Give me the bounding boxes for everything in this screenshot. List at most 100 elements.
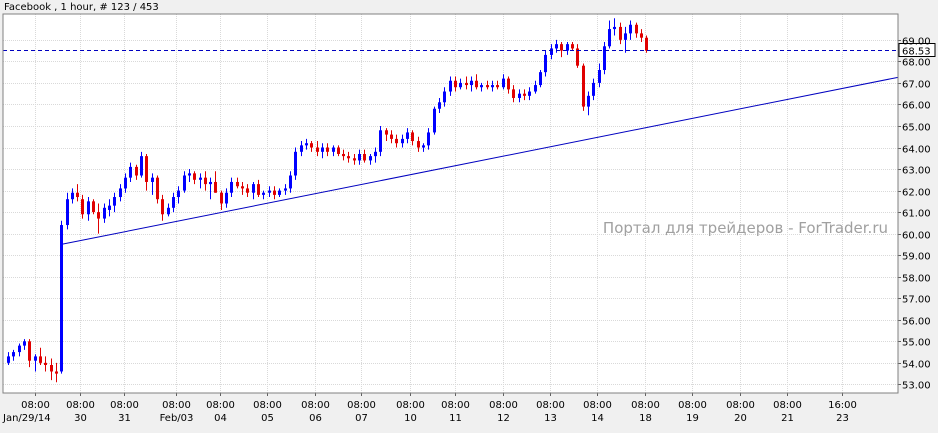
candle-body (97, 212, 100, 219)
candle-body (539, 72, 542, 86)
candle (103, 203, 106, 223)
candle (124, 173, 127, 193)
candle-body (76, 192, 79, 198)
candle-body (124, 177, 127, 189)
candle (214, 171, 217, 193)
candle-body (257, 184, 260, 195)
candle-body (629, 24, 632, 34)
candle (486, 80, 489, 90)
x-tick-time: 08:00 (347, 400, 376, 411)
candle-body (507, 78, 510, 90)
candle (326, 143, 329, 157)
candle (135, 164, 138, 180)
candle-body (496, 85, 499, 88)
candle (177, 186, 180, 204)
candle (172, 192, 175, 213)
candle (395, 134, 398, 148)
candle (454, 76, 457, 92)
candle (512, 85, 515, 103)
candle (449, 76, 452, 96)
candle-body (401, 138, 404, 144)
candle-body (417, 141, 420, 148)
candle-body (23, 341, 26, 346)
candle-body (66, 199, 69, 226)
candle (55, 362, 58, 383)
candle (427, 128, 430, 150)
candle-body (411, 132, 414, 142)
candle-body (544, 54, 547, 73)
candle-body (129, 166, 132, 178)
x-tick-time: 08:00 (726, 400, 755, 411)
candle (502, 74, 505, 90)
candle-body (39, 356, 42, 363)
candle (167, 203, 170, 217)
candle (374, 147, 377, 163)
y-tick-label: 67.00 (902, 80, 931, 91)
candle-body (140, 156, 143, 176)
candle-body (454, 80, 457, 88)
x-tick-date: 21 (781, 413, 794, 424)
candle-body (34, 356, 37, 361)
x-axis: 08:00 Jan/29/14 08:00 30 08:00 31 08:00 Feb/03 0… (2, 393, 857, 424)
candle-body (135, 166, 138, 176)
candle-body (300, 145, 303, 152)
candle-body (92, 201, 95, 213)
candle-body (204, 177, 207, 185)
candle-body (433, 108, 436, 133)
candle-body (294, 151, 297, 176)
candle-body (369, 156, 372, 161)
candle-body (50, 365, 53, 372)
candle-body (199, 177, 202, 180)
candle-body (161, 199, 164, 215)
candle-body (502, 78, 505, 88)
candle (587, 91, 590, 116)
candle-body (337, 147, 340, 154)
candle-body (55, 371, 58, 374)
candle-body (385, 130, 388, 135)
candle-body (326, 147, 329, 152)
y-tick-label: 57.00 (902, 295, 931, 306)
x-tick-time: 08:00 (536, 400, 565, 411)
candle (544, 50, 547, 77)
candle-body (71, 192, 74, 200)
candle-body (151, 177, 154, 182)
candle-body (587, 95, 590, 107)
candle-body (262, 192, 265, 195)
candle-body (177, 190, 180, 198)
candle (305, 138, 308, 150)
candle (507, 76, 510, 94)
candle (87, 197, 90, 221)
x-tick-time: 08:00 (583, 400, 612, 411)
candle-body (560, 44, 563, 51)
x-tick-date: 12 (497, 413, 510, 424)
x-tick-date: 14 (591, 413, 604, 424)
candle (539, 69, 542, 88)
x-tick-date: 30 (74, 413, 87, 424)
y-axis: 53.00 54.00 55.00 56.00 57.00 58.00 59.00 60.00… (898, 37, 931, 392)
candle (369, 153, 372, 165)
candle (44, 356, 47, 372)
x-tick-date: 13 (544, 413, 557, 424)
candle (645, 35, 648, 53)
y-tick-label: 68.00 (902, 58, 931, 69)
x-tick-time: 08:00 (66, 400, 95, 411)
trendline (61, 76, 899, 245)
x-tick-date: Feb/03 (160, 413, 194, 424)
x-tick-time: 08:00 (162, 400, 191, 411)
candle (640, 29, 643, 42)
y-tick-label: 69.00 (902, 37, 931, 48)
candle (97, 203, 100, 234)
candle (39, 347, 42, 366)
candle (411, 130, 414, 146)
y-tick-label: 61.00 (902, 209, 931, 220)
x-tick-time: 08:00 (441, 400, 470, 411)
x-tick-time: 08:00 (631, 400, 660, 411)
candle-body (305, 143, 308, 146)
candle (236, 177, 239, 189)
candle-body (645, 37, 648, 51)
candle (60, 220, 63, 374)
candle (204, 171, 207, 191)
candle (278, 188, 281, 198)
candle (23, 339, 26, 350)
